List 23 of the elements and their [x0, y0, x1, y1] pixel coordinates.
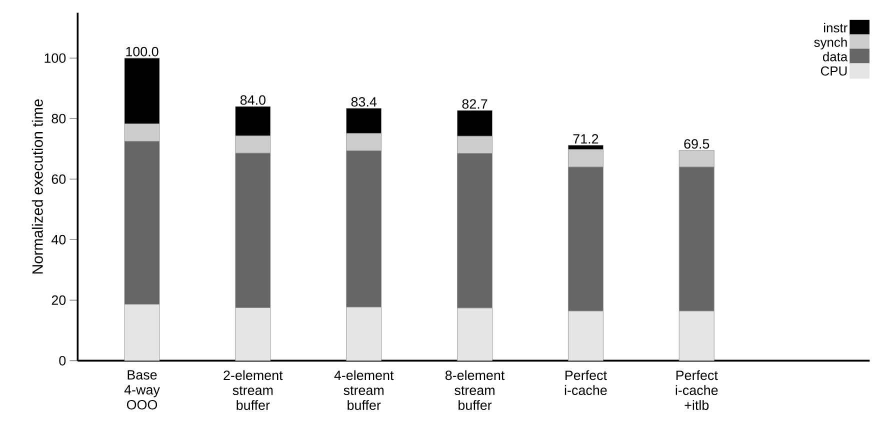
y-tick-label: 40: [51, 234, 66, 244]
legend-label: data: [822, 52, 848, 62]
y-tick-label: 100: [44, 53, 66, 63]
x-tick-label: 2-element stream buffer: [224, 370, 283, 410]
legend-label: CPU: [820, 66, 847, 76]
x-tick-label: Base 4-way OOO: [124, 370, 160, 410]
legend-label: instr: [824, 22, 848, 32]
y-tick-label: 80: [52, 114, 66, 124]
total-label: 83.4: [351, 97, 377, 107]
y-tick-label: 20: [52, 295, 66, 305]
x-tick-label: Perfect i-cache +itlb: [676, 370, 718, 410]
total-label: 69.5: [684, 139, 710, 149]
total-label: 100.0: [126, 46, 158, 56]
x-tick-label: 4-element stream buffer: [334, 370, 394, 410]
total-label: 82.7: [462, 99, 488, 109]
y-axis-title: Normalized execution time: [32, 99, 43, 274]
total-label: 71.2: [573, 134, 598, 144]
legend-label: synch: [814, 37, 847, 50]
x-tick-label: Perfect i-cache: [564, 370, 607, 396]
total-label: 84.0: [240, 95, 266, 105]
y-tick-label: 0: [59, 356, 66, 366]
y-tick-label: 60: [52, 174, 66, 184]
x-tick-label: 8-element stream buffer: [445, 370, 505, 410]
